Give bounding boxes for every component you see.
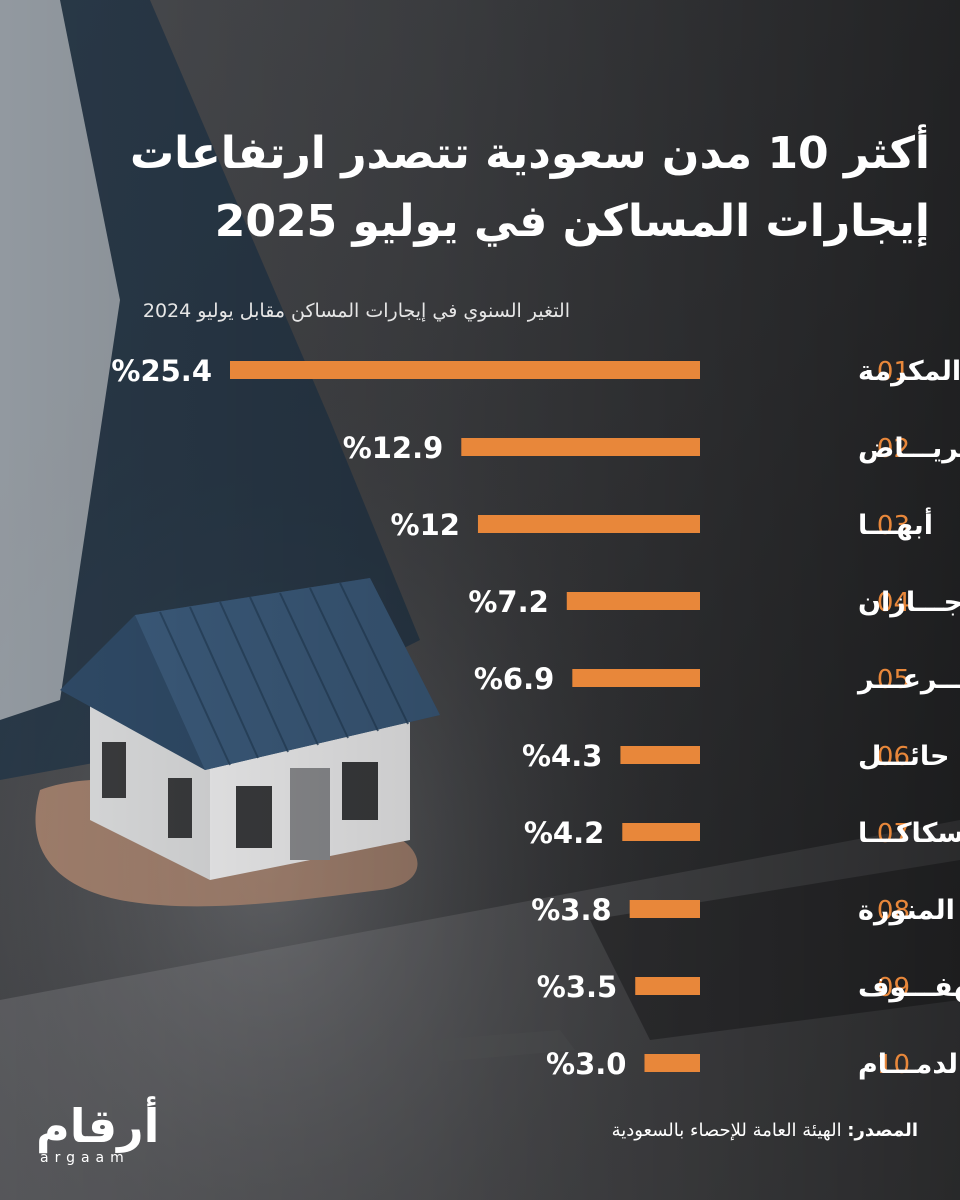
data-label: %3.5 [537, 970, 617, 1004]
source-note: المصدر: الهيئة العامة للإحصاء بالسعودية [612, 1120, 918, 1141]
data-label: %4.2 [524, 816, 604, 850]
bar [566, 592, 700, 610]
argaam-logo: أرقام argaam [36, 1102, 186, 1172]
bar [477, 515, 700, 533]
category-label: جـــازان [858, 587, 960, 618]
rank-number: 07 [877, 819, 910, 849]
page-title: أكثر 10 مدن سعودية تتصدر ارتفاعات إيجارا… [129, 128, 930, 248]
bar [622, 823, 700, 841]
category-label: الريـــاض [858, 433, 960, 464]
bar [620, 746, 700, 764]
brand-name-latin: argaam [40, 1150, 130, 1166]
brand-name-arabic: أرقام [36, 1099, 160, 1153]
rank-number: 10 [877, 1050, 910, 1080]
rank-number: 05 [877, 665, 910, 695]
rank-number: 03 [877, 511, 910, 541]
bar [629, 900, 700, 918]
category-label: مكة المكرمة [858, 356, 960, 387]
rank-number: 06 [877, 742, 910, 772]
data-label: %6.9 [474, 662, 554, 696]
bar [635, 977, 700, 995]
category-label: الدمـــام [858, 1049, 960, 1080]
source-text: الهيئة العامة للإحصاء بالسعودية [611, 1120, 848, 1141]
data-label: %3.8 [531, 893, 611, 927]
data-label: %4.3 [522, 739, 602, 773]
rank-number: 02 [877, 434, 910, 464]
category-label: سكاكـــا [858, 818, 960, 849]
bar [230, 361, 700, 379]
bar [644, 1054, 700, 1072]
data-label: %12.9 [343, 431, 444, 465]
category-label: الهفـــوف [858, 972, 960, 1003]
data-label: %3.0 [546, 1047, 626, 1081]
data-label: %25.4 [111, 354, 212, 388]
category-label: المدينة المنورة [858, 895, 960, 926]
bar [572, 669, 700, 687]
chart-subtitle: التغير السنوي في إيجارات المساكن مقابل ي… [142, 300, 570, 322]
rank-number: 09 [877, 973, 910, 1003]
rank-number: 04 [877, 588, 910, 618]
category-label: عـــرعـــر [856, 664, 960, 695]
data-label: %7.2 [468, 585, 548, 619]
rank-number: 08 [877, 896, 910, 926]
bar [461, 438, 700, 456]
rank-number: 01 [877, 357, 910, 387]
category-label: أبهـــا [858, 507, 933, 541]
data-label: %12 [391, 508, 460, 542]
source-label: المصدر: [847, 1120, 918, 1141]
category-label: حائـــل [858, 741, 950, 772]
